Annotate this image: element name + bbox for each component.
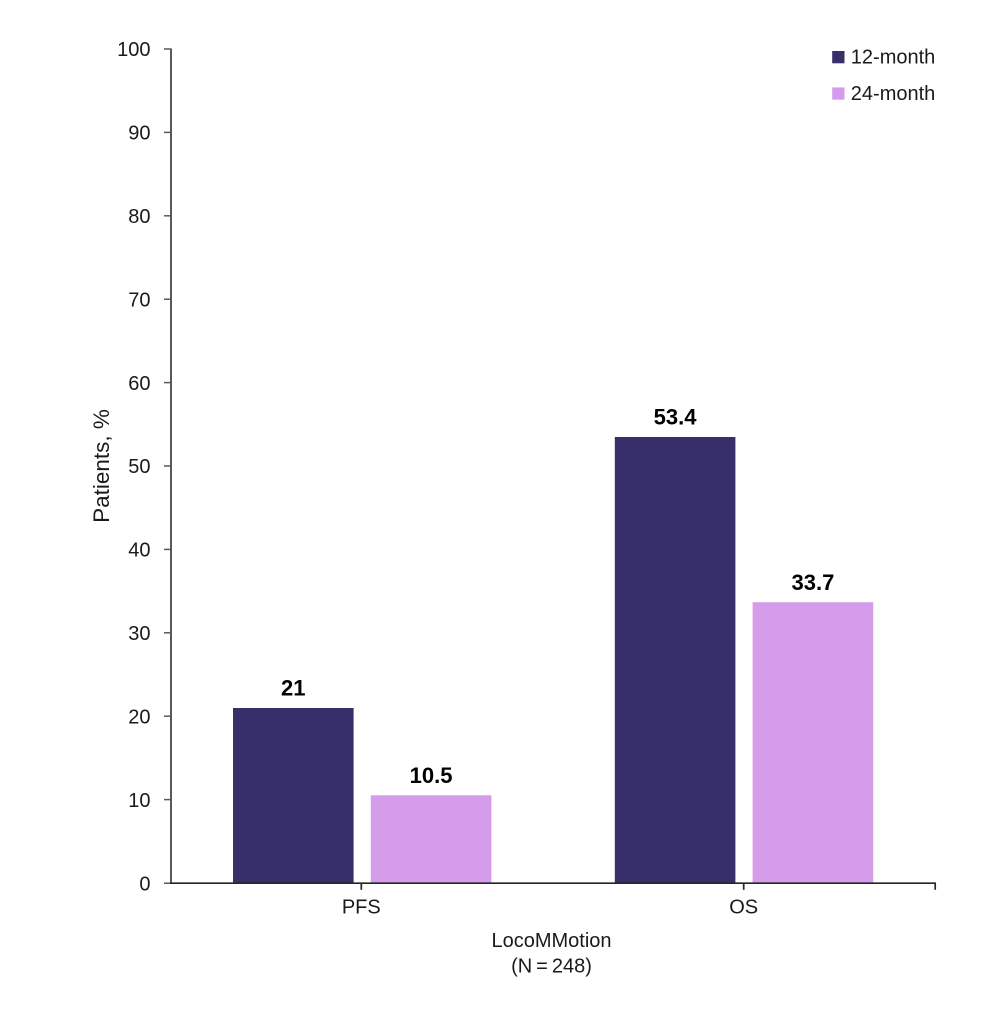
svg-text:12-month: 12-month xyxy=(851,47,936,69)
svg-text:90: 90 xyxy=(128,123,150,145)
svg-text:40: 40 xyxy=(128,540,150,562)
svg-text:33.7: 33.7 xyxy=(791,570,834,595)
svg-text:80: 80 xyxy=(128,206,150,228)
svg-text:70: 70 xyxy=(128,289,150,311)
svg-text:20: 20 xyxy=(128,706,150,728)
svg-text:60: 60 xyxy=(128,373,150,395)
svg-text:10.5: 10.5 xyxy=(410,763,453,788)
svg-text:OS: OS xyxy=(729,897,758,919)
svg-text:Patients, %: Patients, % xyxy=(89,409,114,523)
svg-text:10: 10 xyxy=(128,790,150,812)
svg-text:53.4: 53.4 xyxy=(654,405,698,430)
svg-text:24-month: 24-month xyxy=(851,83,936,105)
svg-text:100: 100 xyxy=(117,39,150,61)
svg-text:(N = 248): (N = 248) xyxy=(511,956,592,978)
svg-text:21: 21 xyxy=(281,676,305,701)
svg-text:LocoMMotion: LocoMMotion xyxy=(491,930,611,952)
svg-text:0: 0 xyxy=(139,873,150,895)
svg-text:PFS: PFS xyxy=(342,897,381,919)
svg-text:30: 30 xyxy=(128,623,150,645)
svg-text:50: 50 xyxy=(128,456,150,478)
